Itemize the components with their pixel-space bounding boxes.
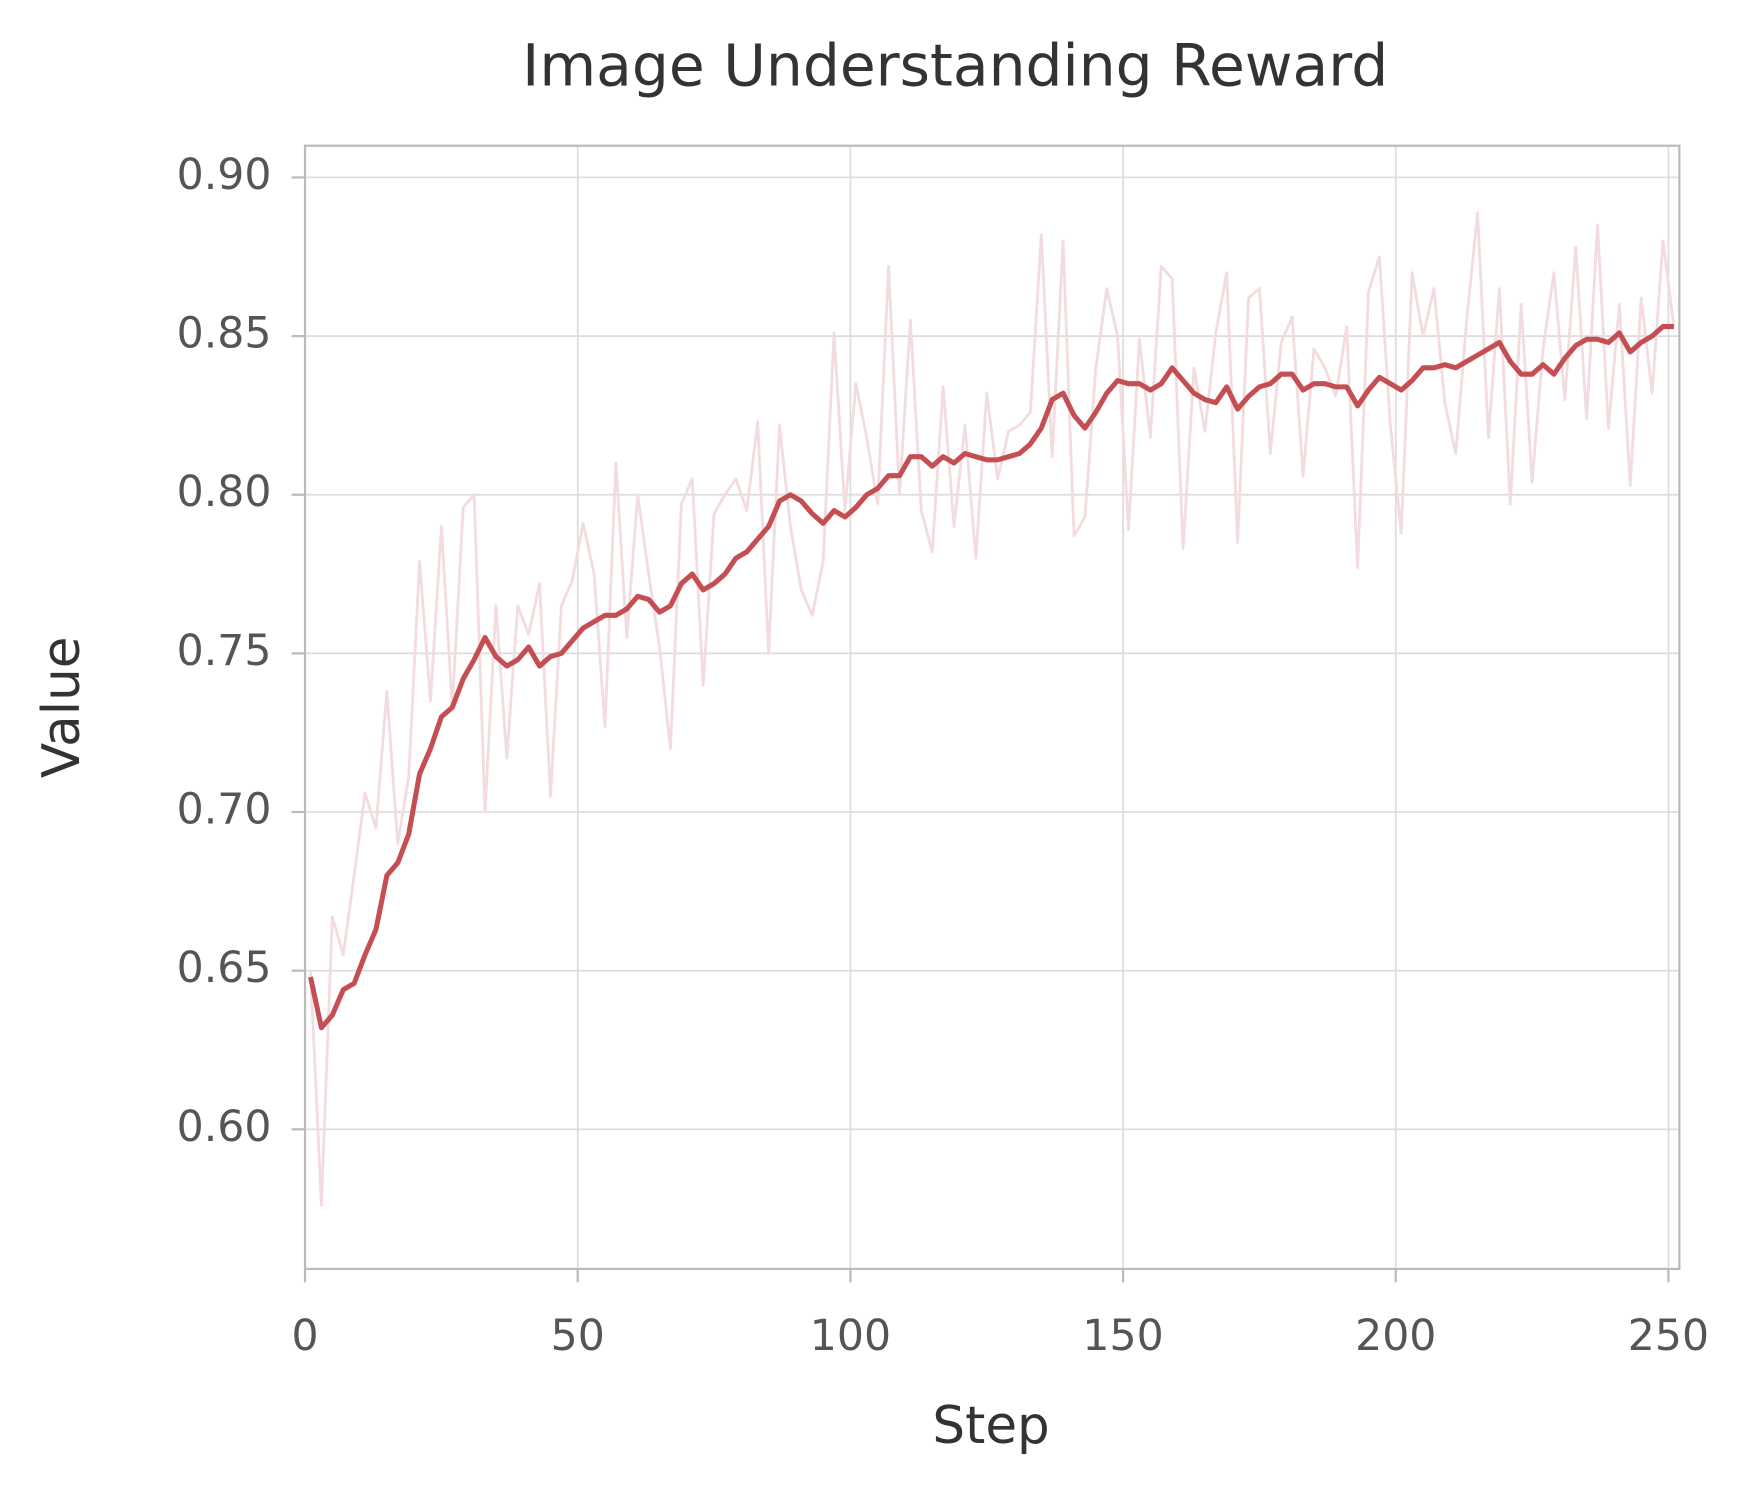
y-tick-label: 0.90: [177, 150, 272, 200]
y-tick-label: 0.75: [177, 626, 272, 676]
plot-frame: [303, 144, 1681, 1271]
y-tick-label: 0.85: [177, 309, 272, 359]
grid: [291, 145, 1680, 1283]
y-tick-label: 0.65: [177, 943, 272, 993]
x-tick-label: 250: [1628, 1311, 1709, 1361]
x-tick-label: 150: [1082, 1311, 1163, 1361]
y-tick-label: 0.80: [177, 467, 272, 517]
smoothed-line: [308, 324, 1674, 1031]
y-tick-label: 0.60: [177, 1102, 272, 1152]
y-axis-label: Value: [32, 637, 92, 779]
x-tick-label: 0: [292, 1311, 319, 1361]
chart-title: Image Understanding Reward: [522, 32, 1388, 100]
y-tick-label: 0.70: [177, 785, 272, 835]
x-axis-label: Step: [932, 1396, 1049, 1456]
raw-line: [309, 210, 1676, 1207]
x-tick-label: 100: [810, 1311, 891, 1361]
plot: [308, 210, 1676, 1207]
x-tick-label: 50: [551, 1311, 605, 1361]
x-tick-label: 200: [1355, 1311, 1436, 1361]
